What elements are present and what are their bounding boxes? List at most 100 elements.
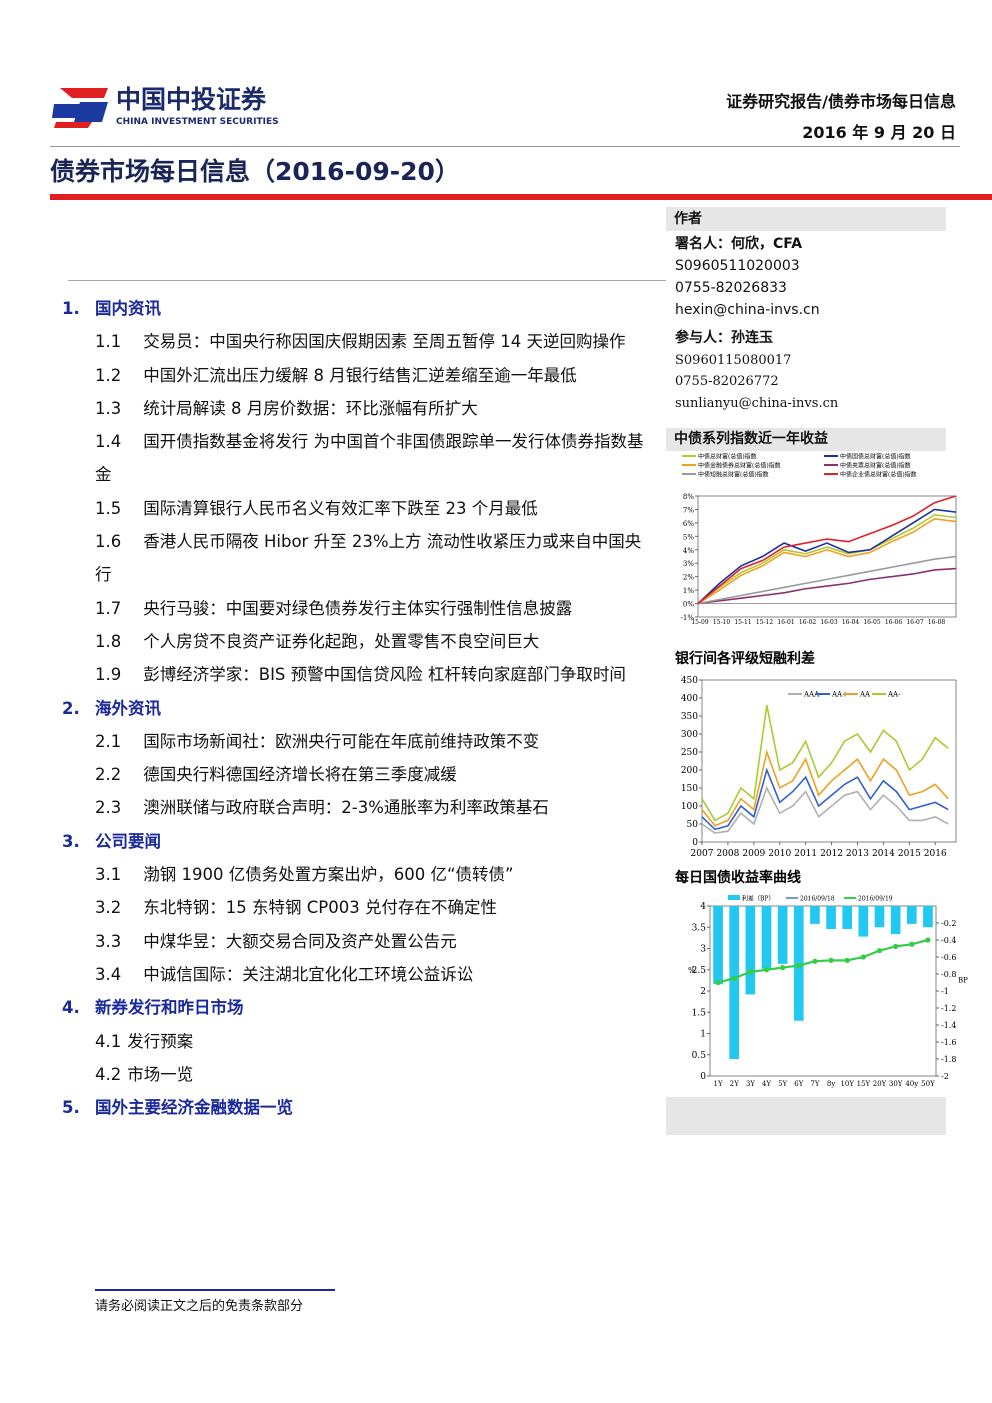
item-number: 3.2 [95,898,122,918]
chart: 0 0.5 1 1.5 2 2.5 3 3.5 4 -2 -1.8 -1.6 -1.4 -1.2 -1 -0.… [688,895,968,1089]
x-tick-label: 7Y [810,1080,819,1088]
report-title: 债券市场每日信息（2016-09-20） [50,157,460,186]
logo: 中国中投证券 CHINA INVESTMENT SECURITIES [52,85,279,128]
toc-item: 1.2 中国外汇流出压力缓解 8 月银行结售汇逆差缩至逾一年最低 [62,359,647,392]
bar [874,906,885,928]
chart: -1% 0% 1% 2% 3% 4% 5% 6% 7% 8% 15-09 15-10 15-11 15-1… [681,453,957,626]
item-number: 2.1 [95,731,122,751]
point [876,948,883,954]
item-number: 1.8 [95,631,122,651]
legend-label: AA [859,691,871,699]
item-text: 国际市场新闻社：欧洲央行可能在年底前维持政策不变 [143,731,540,751]
x-tick-label: 2010 [768,849,791,859]
rule [50,194,992,200]
author-line: 0755-82026833 [675,280,787,296]
x-tick-label: 2011 [794,849,817,859]
bar [858,906,869,937]
section-title: 新券发行和昨日市场 [95,998,244,1018]
point [844,957,850,963]
x-tick-label: 16-01 [777,619,794,626]
x-tick-label: 2014 [872,849,895,859]
legend-label: AA+ [831,691,848,699]
x-tick-label: 2007 [691,849,714,859]
logo-mark [74,102,108,122]
item-number: 1.1 [95,332,122,352]
author-line: 署名人：何欣，CFA [675,236,803,252]
x-tick-label: 16-06 [885,619,902,626]
y-tick-label: 2.5 [692,966,707,976]
legend-label: 2016/09/18 [800,896,835,903]
item-text: 统计局解读 8 月房价数据：环比涨幅有所扩大 [143,398,478,418]
series-line [697,508,957,605]
logo-en: CHINA INVESTMENT SECURITIES [116,117,279,127]
point [715,979,721,986]
x-tick-label: 2013 [846,849,869,859]
item-text: 国开债指数基金将发行 为中国首个非国债跟踪单一发行体债券指数基金 [95,432,644,485]
point [747,969,753,975]
item-text: 国际清算银行人民币名义有效汇率下跌至 23 个月最低 [143,498,538,518]
item-text: 渤钢 1900 亿债务处置方案出炉，600 亿“债转债” [143,865,514,885]
toc-item: 2.3 澳洲联储与政府联合声明：2-3%通胀率为利率政策基石 [62,791,647,824]
section-heading: 3. 公司要闻 [62,825,647,858]
y-tick-label: 3 [700,945,706,955]
section-number: 4. [62,998,80,1018]
x-tick-label: 1Y [714,1080,723,1088]
toc-item: 3.2 东北特钢：15 东特钢 CP003 兑付存在不确定性 [62,891,647,924]
x-tick-label: 40y [905,1080,918,1088]
item-number: 3.4 [95,964,122,984]
y-tick-label: 100 [681,802,698,812]
y-tick-label: 50 [687,820,699,830]
item-number: 3.3 [95,931,122,951]
section-number: 5. [62,1098,80,1118]
toc-item: 1.6 香港人民币隔夜 Hibor 升至 23%上方 流动性收紧压力或来自中国央行 [62,525,647,592]
y-tick-label: 4% [683,547,694,555]
x-tick-label: 8y [827,1080,835,1088]
item-number: 1.6 [95,532,122,552]
toc-item: 2.2 德国央行料德国经济增长将在第三季度减缓 [62,758,647,791]
x-tick-label: 4Y [762,1080,771,1088]
x-tick-label: 2Y [730,1080,739,1088]
report-type: 证券研究报告/债券市场每日信息 [726,92,956,111]
y-tick-label: 300 [681,730,698,740]
item-text: 市场一览 [127,1064,194,1084]
y-tick-label: 3.5 [692,923,707,933]
x-tick-label: 16-07 [906,619,923,626]
item-text: 交易员：中国央行称因国庆假期因素 至周五暂停 14 天逆回购操作 [143,332,626,352]
x-tick-label: 3Y [746,1080,755,1088]
item-number: 4.2 [95,1064,122,1084]
chart-title: 每日国债收益率曲线 [675,870,801,886]
x-tick-label: 2008 [716,849,739,859]
toc-item: 4.1 发行预案 [62,1025,647,1058]
section-number: 3. [62,831,80,851]
legend-label: 中债企业债总财富(总值)指数 [840,471,917,479]
plot-frame [709,905,937,1077]
y2-tick-label: -2 [941,1072,949,1081]
item-text: 东北特钢：15 东特钢 CP003 兑付存在不确定性 [143,898,497,918]
series-line [697,495,957,605]
y-tick-label: 3% [683,560,694,568]
bar [713,906,723,985]
bar [761,906,772,969]
y2-tick-label: -1.8 [941,1055,956,1064]
section-title: 公司要闻 [95,831,161,851]
item-number: 1.5 [95,498,122,518]
y-tick-label: 2% [683,574,694,582]
y-tick-label: 2 [700,987,706,997]
item-text: 个人房贷不良资产证券化起跑，处置零售不良空间巨大 [143,631,540,651]
toc-item: 2.1 国际市场新闻社：欧洲央行可能在年底前维持政策不变 [62,725,647,758]
y-tick-label: 250 [681,748,698,758]
point [812,958,818,964]
chart-title: 银行间各评级短融利差 [675,651,815,667]
section-heading: 2. 海外资讯 [62,692,647,725]
toc-item: 1.4 国开债指数基金将发行 为中国首个非国债跟踪单一发行体债券指数基金 [62,425,647,492]
section-heading: 4. 新券发行和昨日市场 [62,991,647,1024]
plot-frame [701,679,957,843]
x-tick-label: 6Y [794,1080,803,1088]
sidebar-heading: 作者 [666,207,946,231]
y2-tick-label: -0.4 [941,936,956,945]
y-tick-label: 150 [681,784,698,794]
x-tick-label: 16-03 [820,619,837,626]
x-tick-label: 30Y [889,1080,903,1088]
y-tick-label: 0 [700,1072,706,1082]
